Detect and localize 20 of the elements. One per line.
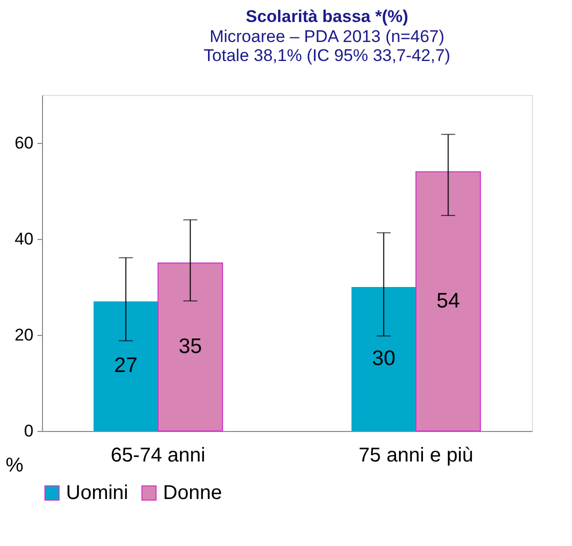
legend-label: Donne [163, 482, 222, 504]
data-label: 27 [114, 354, 138, 378]
data-label: 35 [178, 335, 202, 358]
y-tick-label: 60 [14, 134, 34, 152]
text: Totale 38,1% (IC 95% 33,7-42,7) [204, 46, 450, 65]
x-tick-label: 75 anni e più [358, 444, 474, 466]
legend-label: Uomini [66, 482, 128, 504]
x-tick-label: 65-74 anni [110, 444, 206, 466]
bar [158, 262, 224, 432]
y-axis-title: % [6, 454, 24, 476]
y-tick-label: 20 [14, 326, 34, 344]
text: Microaree – PDA 2013 (n=467) [210, 27, 444, 46]
bar [351, 287, 416, 431]
chart-title: Scolarità bassa *(%) [246, 7, 408, 26]
y-tick-label: 0 [24, 422, 34, 440]
bar [94, 301, 158, 431]
data-label: 30 [372, 347, 396, 370]
data-label: 54 [436, 289, 460, 312]
bar [415, 171, 481, 432]
y-tick-label: 40 [14, 230, 34, 248]
